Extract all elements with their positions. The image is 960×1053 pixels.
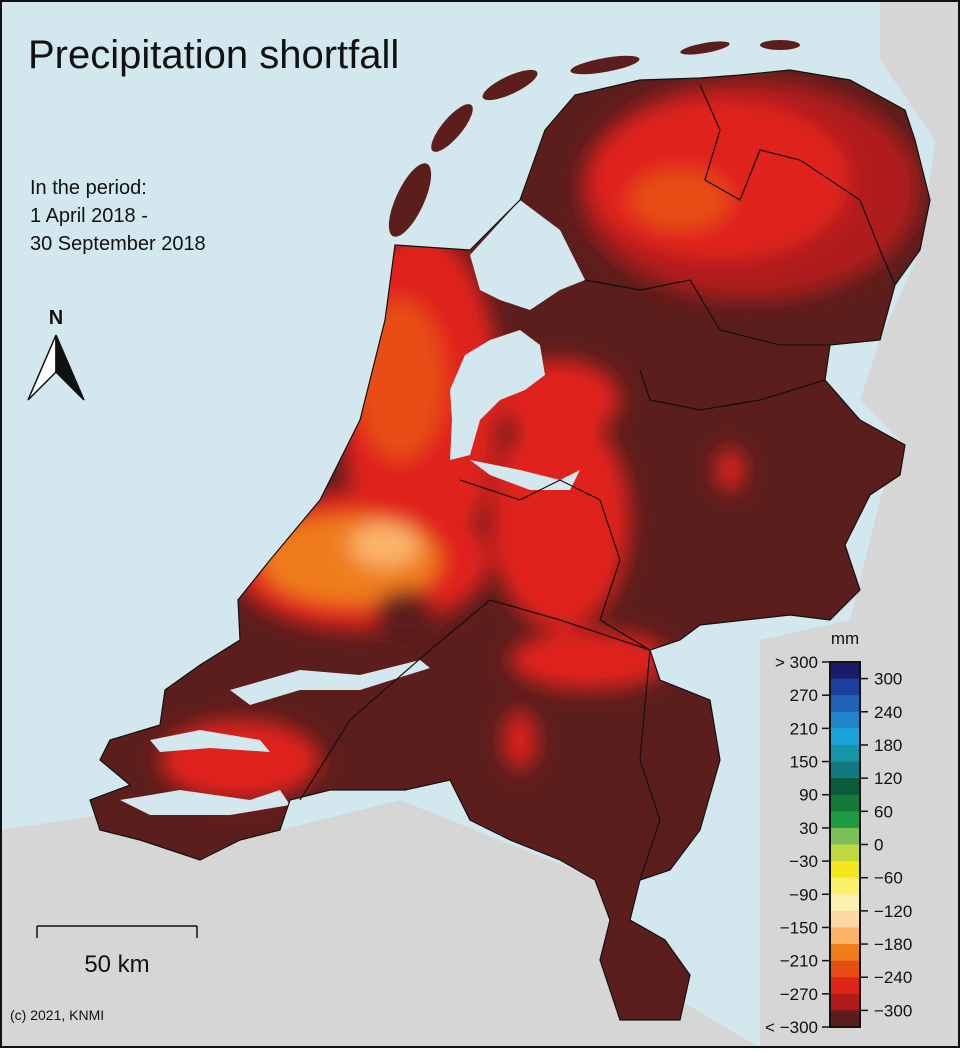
inland-water: [120, 200, 585, 815]
period-line: 1 April 2018 -: [30, 205, 148, 227]
island: [680, 41, 730, 55]
estuary: [150, 730, 270, 752]
arrow-right: [55, 334, 85, 401]
legend-label-left: 150: [790, 753, 818, 772]
legend-label-right: 300: [874, 670, 902, 689]
border: [584, 279, 830, 346]
legend-label-right: −120: [874, 902, 912, 921]
legend-swatch: [830, 711, 860, 729]
legend-label-right: 240: [874, 703, 902, 722]
precipitation-field: [160, 80, 920, 800]
legend-swatch: [830, 811, 860, 829]
river: [470, 460, 580, 490]
legend-swatch: [830, 993, 860, 1011]
north-label: N: [49, 307, 63, 329]
border: [299, 599, 651, 801]
legend-swatch: [830, 960, 860, 978]
north-arrow: N: [27, 307, 85, 401]
legend-swatch: [830, 678, 860, 696]
legend-swatch: [830, 827, 860, 845]
border: [699, 84, 896, 286]
legend-label-left: −270: [780, 985, 818, 1004]
legend: mm > 300 270 210 150 90 30 −30 −90 −150 −210 −270 <…: [765, 629, 912, 1037]
legend-swatch: [830, 877, 860, 895]
legend-label-left: 90: [799, 786, 818, 805]
island: [760, 40, 800, 50]
estuary: [120, 790, 290, 815]
border: [639, 649, 661, 881]
legend-label-right: −300: [874, 1001, 912, 1020]
border: [459, 479, 651, 651]
legend-swatch: [830, 695, 860, 713]
scale-label: 50 km: [84, 951, 149, 978]
period-line: 30 September 2018: [30, 233, 206, 255]
legend-swatch: [830, 944, 860, 962]
legend-swatch: [830, 794, 860, 812]
province-borders: [89, 69, 931, 1021]
legend-swatch: [830, 977, 860, 995]
scale-bar: [36, 925, 198, 938]
legend-swatch: [830, 1010, 860, 1028]
period-line: In the period:: [30, 177, 147, 199]
legend-label-left: −210: [780, 952, 818, 971]
legend-label-left: −30: [789, 852, 818, 871]
legend-label-left: −150: [780, 918, 818, 937]
legend-swatch: [830, 744, 860, 763]
legend-swatch: [830, 927, 860, 945]
island: [431, 104, 473, 152]
legend-label-right: −240: [874, 968, 912, 987]
legend-label-right: 180: [874, 736, 902, 755]
wadden-sea: [470, 200, 585, 310]
legend-swatch: [830, 910, 860, 928]
legend-swatch: [830, 778, 860, 796]
credit: (c) 2021, KNMI: [10, 1007, 104, 1023]
legend-unit: mm: [831, 629, 859, 648]
legend-label-left: < −300: [765, 1018, 818, 1037]
legend-label-left: > 300: [775, 653, 818, 672]
legend-label-right: 120: [874, 769, 902, 788]
legend-label-left: 30: [799, 819, 818, 838]
island: [388, 163, 432, 237]
legend-label-right: 60: [874, 802, 893, 821]
legend-label-right: −180: [874, 935, 912, 954]
legend-label-left: −90: [789, 885, 818, 904]
legend-swatch: [830, 861, 860, 879]
river: [230, 660, 430, 705]
legend-label-left: 270: [790, 686, 818, 705]
legend-label-right: −60: [874, 869, 903, 888]
islands: [388, 40, 800, 237]
legend-swatch: [830, 844, 860, 862]
legend-swatch: [830, 761, 860, 779]
ijsselmeer: [450, 330, 545, 460]
title: Precipitation shortfall: [28, 33, 399, 77]
island: [482, 69, 538, 101]
legend-label-left: 210: [790, 719, 818, 738]
border: [639, 369, 826, 411]
legend-swatch: [830, 894, 860, 912]
island: [570, 55, 640, 75]
legend-label-right: 0: [874, 836, 883, 855]
legend-swatch: [830, 728, 860, 746]
legend-swatch: [830, 662, 860, 680]
